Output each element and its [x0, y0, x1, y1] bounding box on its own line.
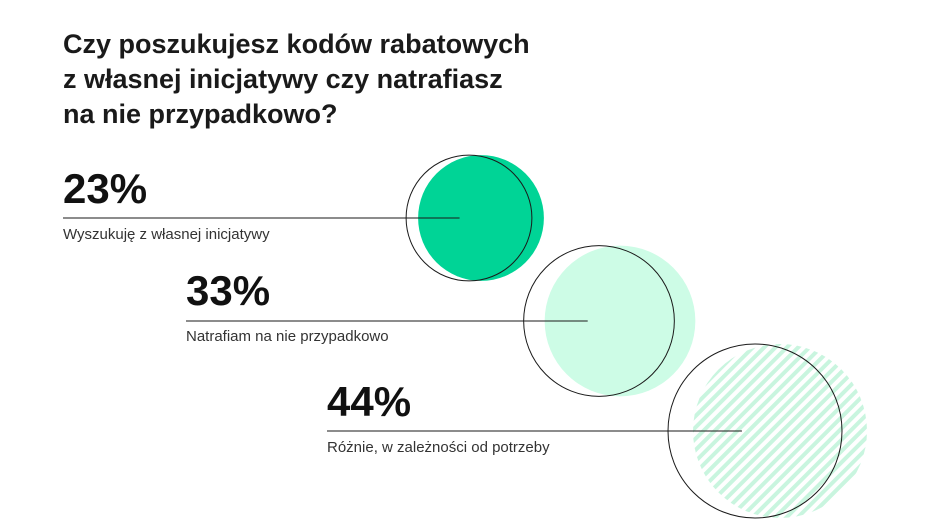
stat-value-1: 23%: [63, 165, 148, 212]
stat-label-2: Natrafiam na nie przypadkowo: [186, 328, 389, 345]
stat-2: 33% Natrafiam na nie przypadkowo: [186, 268, 389, 346]
bubble-3: [327, 343, 867, 519]
bubble-fill-2: [544, 245, 696, 397]
stat-3: 44% Różnie, w zależności od potrzeby: [327, 379, 550, 457]
bubble-fill-3: [693, 344, 867, 518]
bubble-1: [63, 154, 544, 282]
stat-label-1: Wyszukuję z własnej inicjatywy: [63, 226, 270, 243]
stat-value-3: 44%: [327, 378, 412, 425]
stat-label-3: Różnie, w zależności od potrzeby: [327, 439, 550, 456]
stat-value-2: 33%: [186, 267, 271, 314]
bubble-fill-1: [418, 155, 544, 281]
chart-title: Czy poszukujesz kodów rabatowych z własn…: [63, 29, 530, 129]
bubble-2: [186, 245, 696, 397]
stat-1: 23% Wyszukuję z własnej inicjatywy: [63, 166, 270, 244]
